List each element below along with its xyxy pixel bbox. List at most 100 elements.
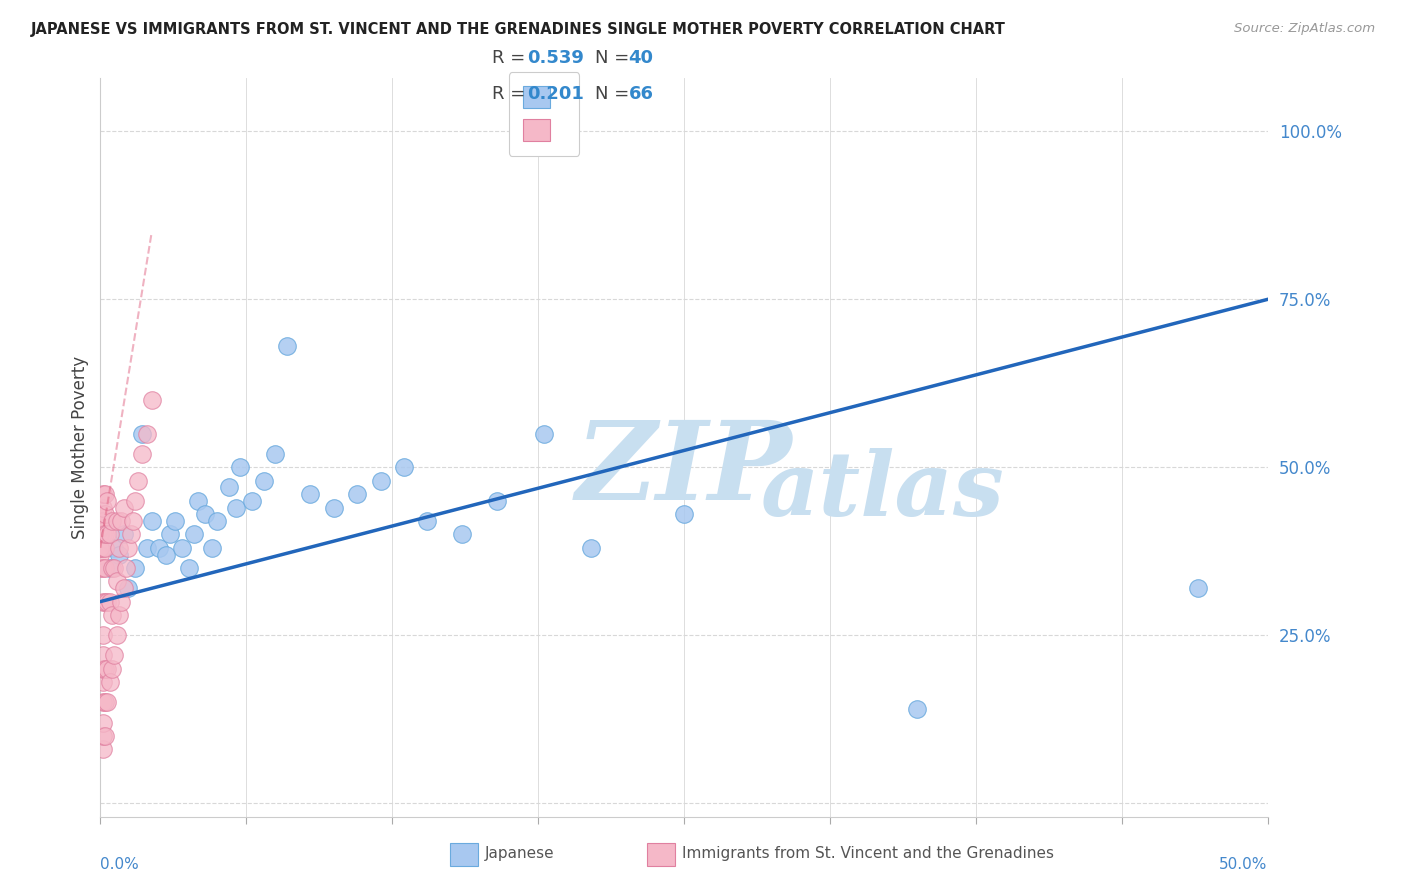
Point [105,628,128,642]
Text: 0.201: 0.201 [527,85,583,103]
Text: Japanese: Japanese [485,847,555,862]
Point [155,548,177,562]
Point [579,541,602,555]
Text: R =: R = [492,85,531,103]
Point [105,514,128,528]
Point [91,742,114,756]
Point [89,508,111,522]
Point [94,508,117,522]
Point [122,514,145,528]
Point [194,508,217,522]
Point [165,514,187,528]
Point [89,521,111,535]
Point [91,662,114,676]
Point [131,447,153,461]
Point [108,541,131,555]
Point [124,561,146,575]
Point [131,426,153,441]
Point [124,493,146,508]
Text: JAPANESE VS IMMIGRANTS FROM ST. VINCENT AND THE GRENADINES SINGLE MOTHER POVERTY: JAPANESE VS IMMIGRANTS FROM ST. VINCENT … [31,22,1005,37]
Text: N =: N = [595,85,634,103]
Point [96,594,118,608]
Text: 66: 66 [628,85,654,103]
Point [112,500,135,515]
Point [94,695,117,709]
Point [276,339,298,353]
Text: 0.539: 0.539 [527,49,583,67]
Point [89,514,111,528]
Text: 50.0%: 50.0% [1219,856,1268,871]
Point [94,561,117,575]
Point [110,514,132,528]
Point [94,594,117,608]
Point [533,426,555,441]
Point [91,729,114,743]
Point [112,527,135,541]
Point [264,447,287,461]
Point [89,514,111,528]
Text: N =: N = [595,49,634,67]
Point [177,561,200,575]
Text: R =: R = [492,49,531,67]
Point [229,460,252,475]
Point [1187,581,1209,595]
Point [370,474,392,488]
Point [91,527,114,541]
Point [907,702,929,716]
Point [346,487,368,501]
Point [141,514,163,528]
Point [486,493,509,508]
Text: Immigrants from St. Vincent and the Grenadines: Immigrants from St. Vincent and the Gren… [682,847,1054,862]
Point [96,493,118,508]
Legend: , : , [509,72,579,156]
Point [105,574,128,589]
Text: ZIP: ZIP [575,416,793,523]
Point [91,561,114,575]
Point [103,648,125,663]
Text: 0.0%: 0.0% [100,856,139,871]
Text: Source: ZipAtlas.com: Source: ZipAtlas.com [1234,22,1375,36]
Point [187,493,209,508]
Point [89,548,111,562]
Point [91,487,114,501]
Point [91,715,114,730]
Point [94,662,117,676]
Point [117,581,139,595]
Point [253,474,276,488]
Point [322,500,344,515]
Point [94,487,117,501]
Point [91,648,114,663]
Point [159,527,181,541]
Point [110,594,132,608]
Point [136,541,159,555]
Point [101,662,124,676]
Point [94,729,117,743]
Point [240,493,263,508]
Point [170,541,193,555]
Point [96,662,118,676]
Point [101,561,124,575]
Point [103,561,125,575]
Point [103,541,125,555]
Y-axis label: Single Mother Poverty: Single Mother Poverty [72,356,89,539]
Point [91,695,114,709]
Point [136,426,159,441]
Point [91,500,114,515]
Point [451,527,474,541]
Text: 40: 40 [628,49,654,67]
Point [416,514,439,528]
Point [91,514,114,528]
Point [183,527,205,541]
Point [91,628,114,642]
Point [115,561,138,575]
Point [96,527,118,541]
Point [89,527,111,541]
Point [127,474,149,488]
Point [98,594,121,608]
Point [201,541,224,555]
Point [96,695,118,709]
Point [218,480,240,494]
Point [225,500,247,515]
Point [91,594,114,608]
Point [89,541,111,555]
